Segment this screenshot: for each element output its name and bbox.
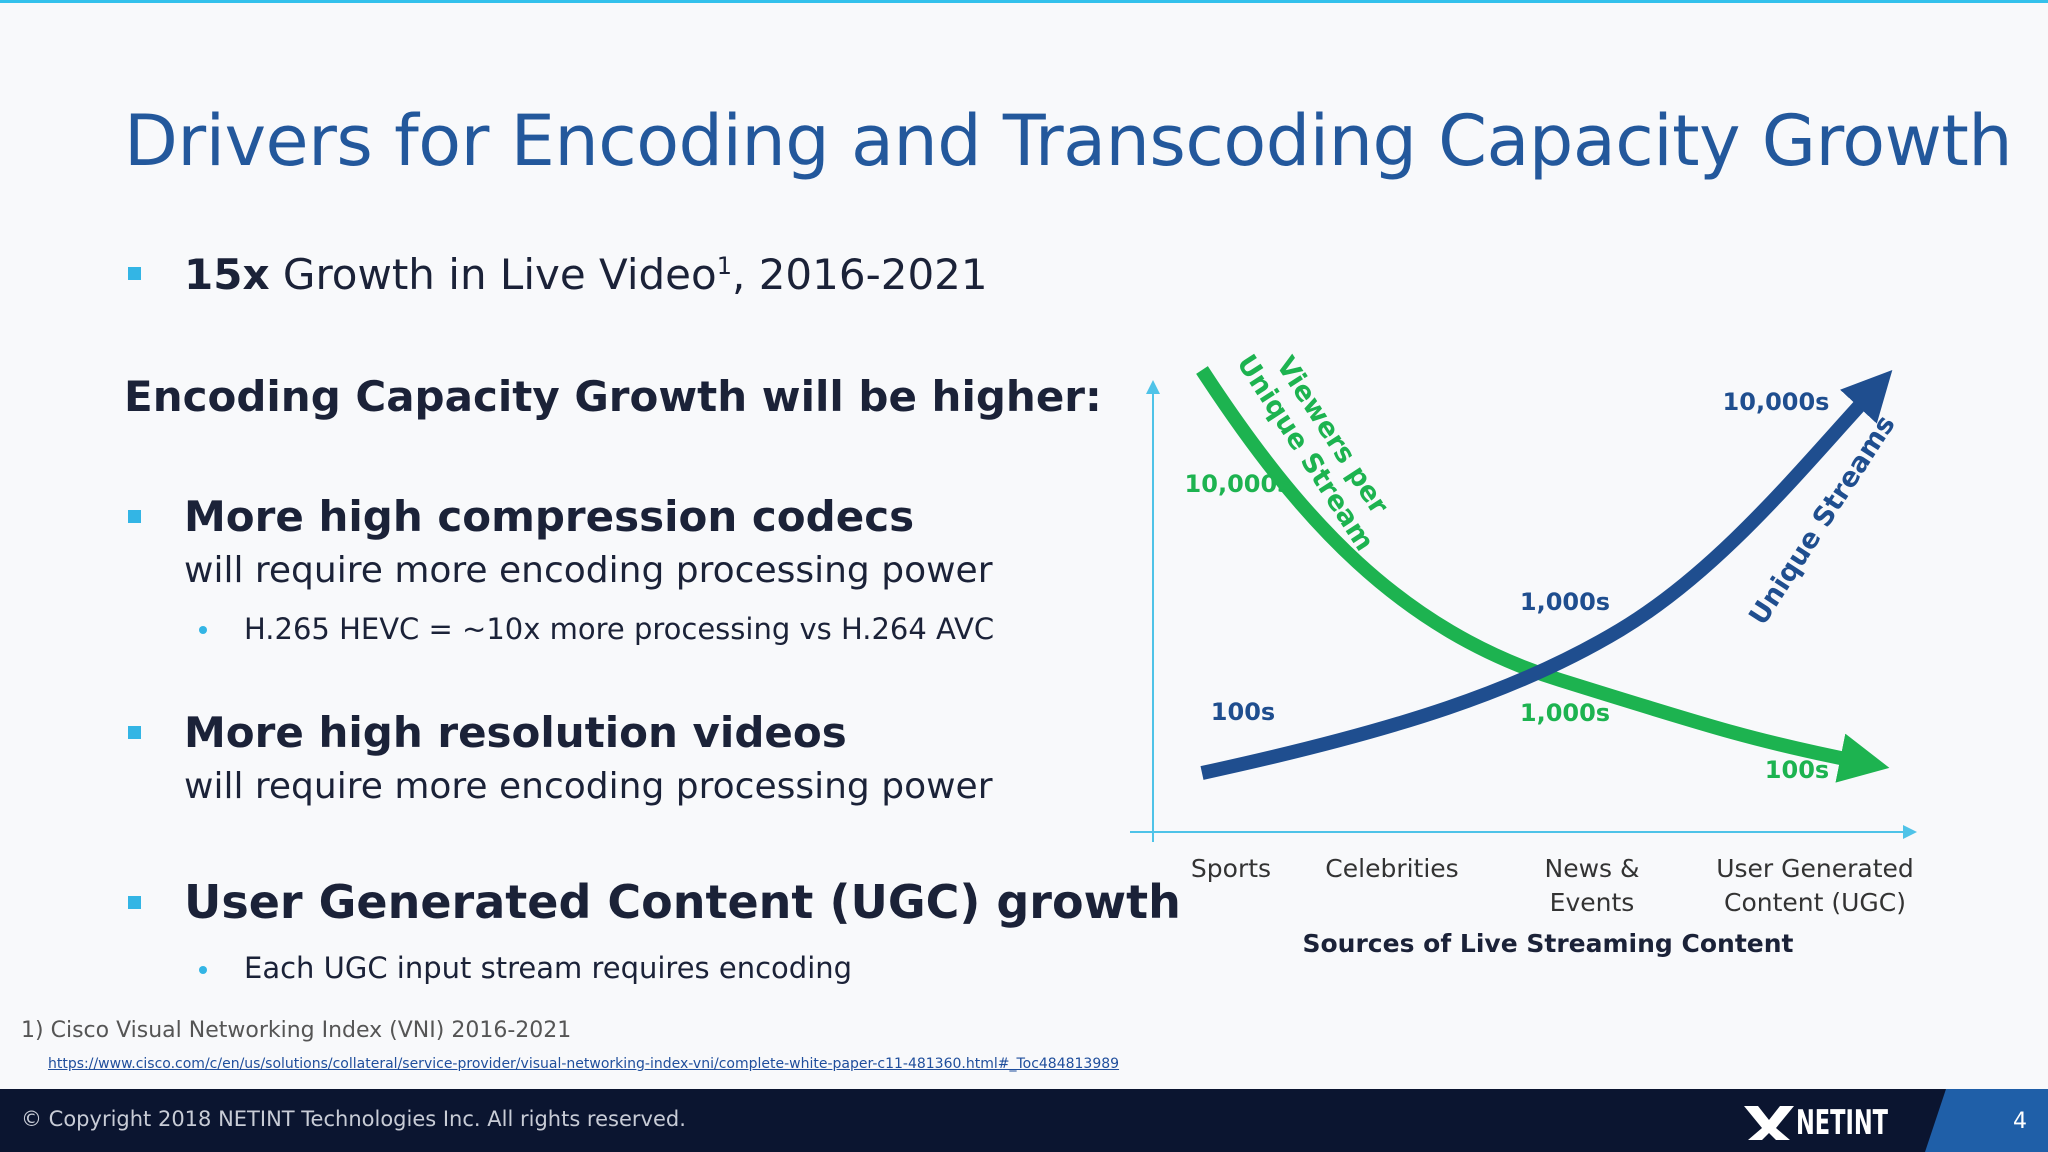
- category-line: User Generated: [1716, 854, 1914, 883]
- bullet: [128, 510, 141, 523]
- point-title: More high compression codecs: [184, 492, 915, 541]
- bullet: [128, 896, 141, 909]
- page-tab: [1925, 1089, 2048, 1152]
- curve-label: 1,000s: [1520, 588, 1610, 616]
- category-label: News & Events: [1545, 854, 1640, 917]
- footer-bar: [0, 1089, 2048, 1152]
- slide-title: Drivers for Encoding and Transcoding Cap…: [124, 100, 2013, 182]
- point-text: will require more encoding processing po…: [184, 766, 993, 807]
- category-line: Content (UGC): [1724, 888, 1906, 917]
- category-line: Celebrities: [1325, 854, 1458, 883]
- curve-label: 10,000s: [1185, 470, 1292, 498]
- footnote-marker: 1): [21, 1018, 44, 1043]
- top-rule: [0, 0, 2048, 3]
- footnote-link[interactable]: https://www.cisco.com/c/en/us/solutions/…: [48, 1056, 1120, 1072]
- curve-label: 100s: [1765, 756, 1829, 784]
- stat-line: 15x Growth in Live Video1, 2016-2021: [184, 250, 988, 299]
- point-sub: Each UGC input stream requires encoding: [244, 951, 853, 985]
- footnote-text: Cisco Visual Networking Index (VNI) 2016…: [50, 1018, 572, 1043]
- bullet: [128, 267, 141, 280]
- x-axis-title: Sources of Live Streaming Content: [1303, 929, 1794, 958]
- stat-bold: 15x: [184, 250, 270, 299]
- point-title: More high resolution videos: [184, 708, 847, 757]
- page-number: 4: [2013, 1109, 2027, 1134]
- curve-label: 100s: [1211, 698, 1275, 726]
- curve-label: 1,000s: [1520, 699, 1610, 727]
- category-label: Sports: [1191, 854, 1271, 883]
- category-line: News &: [1545, 854, 1640, 883]
- logo-mark: [1744, 1106, 1794, 1140]
- copyright: © Copyright 2018 NETINT Technologies Inc…: [21, 1107, 686, 1131]
- point-sub: H.265 HEVC = ~10x more processing vs H.2…: [244, 612, 995, 646]
- category-label: User Generated Content (UGC): [1716, 854, 1914, 917]
- curve: [1200, 369, 1893, 780]
- category-line: Sports: [1191, 854, 1271, 883]
- point-text: will require more encoding processing po…: [184, 550, 993, 591]
- heading: Encoding Capacity Growth will be higher:: [124, 372, 1102, 421]
- footnote-ref: 1: [716, 252, 732, 280]
- footnote: 1) Cisco Visual Networking Index (VNI) 2…: [21, 1018, 571, 1043]
- category-line: Events: [1550, 888, 1635, 917]
- stat-text: Growth in Live Video: [282, 250, 717, 299]
- category-label: Celebrities: [1325, 854, 1458, 883]
- sub-bullet: [199, 966, 207, 974]
- sub-bullet: [199, 626, 207, 634]
- stat-tail: , 2016-2021: [732, 250, 988, 299]
- curve-label: 10,000s: [1723, 388, 1830, 416]
- brand: NETINT: [1796, 1103, 1888, 1143]
- bullet: [128, 726, 141, 739]
- point-title: User Generated Content (UGC) growth: [184, 875, 1181, 929]
